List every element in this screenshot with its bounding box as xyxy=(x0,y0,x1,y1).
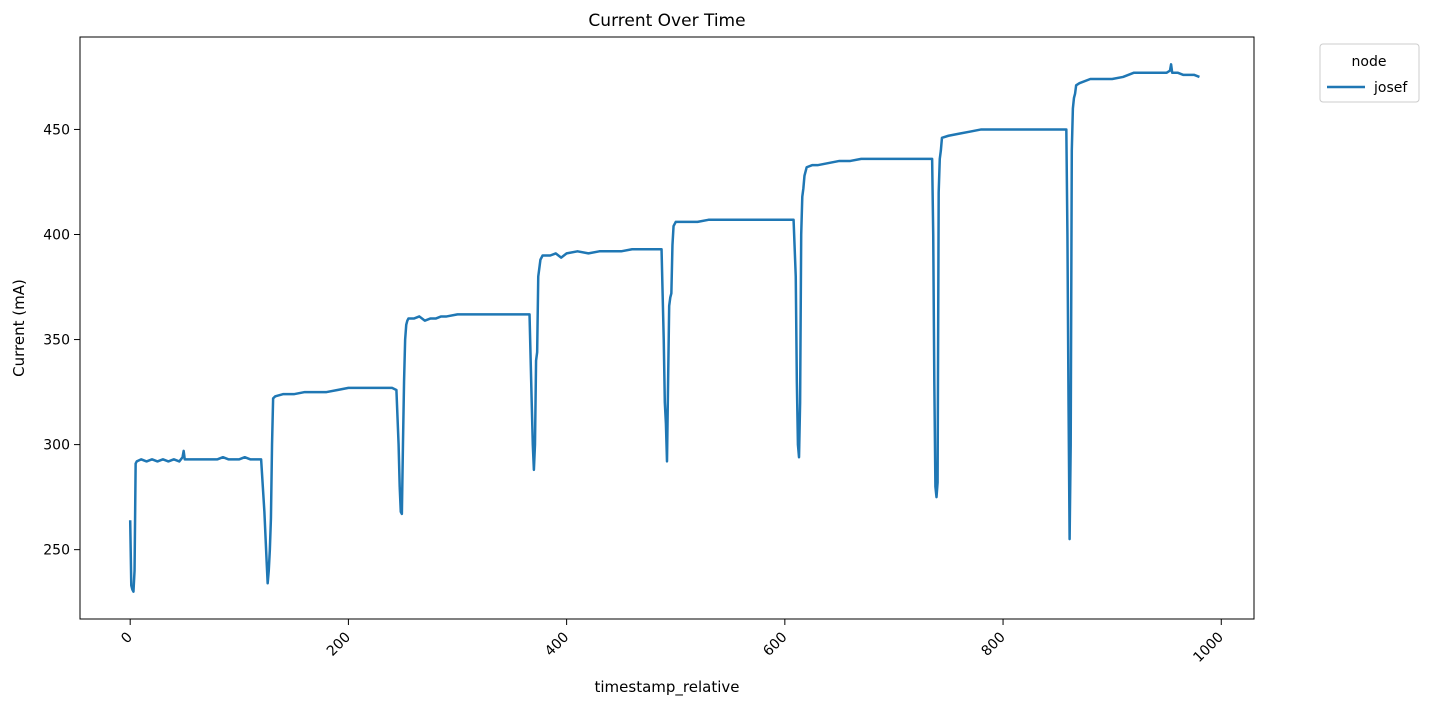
y-tick-label: 350 xyxy=(43,333,70,349)
y-tick-label: 450 xyxy=(43,122,70,138)
x-tick-label: 400 xyxy=(542,629,572,659)
y-tick-label: 250 xyxy=(43,543,70,559)
x-tick-label: 200 xyxy=(324,629,354,659)
x-axis: 0 200 400 600 800 1000 xyxy=(118,619,1227,666)
series-layer xyxy=(128,63,1200,593)
y-tick-label: 300 xyxy=(43,438,70,454)
y-axis-label: Current (mA) xyxy=(10,279,28,377)
legend-label-josef: josef xyxy=(1373,80,1408,96)
chart-title: Current Over Time xyxy=(588,11,745,31)
y-tick-label: 400 xyxy=(43,228,70,244)
x-tick-label: 0 xyxy=(118,629,136,647)
x-tick-label: 1000 xyxy=(1190,629,1227,666)
x-axis-label: timestamp_relative xyxy=(595,678,740,697)
plot-area-frame xyxy=(79,36,1255,620)
legend: node josef xyxy=(1319,43,1420,103)
legend-title: node xyxy=(1352,54,1387,70)
series-line-josef xyxy=(128,63,1200,593)
x-tick-label: 600 xyxy=(760,629,790,659)
x-tick-label: 800 xyxy=(978,629,1008,659)
y-axis: 250 300 350 400 450 xyxy=(43,122,80,559)
